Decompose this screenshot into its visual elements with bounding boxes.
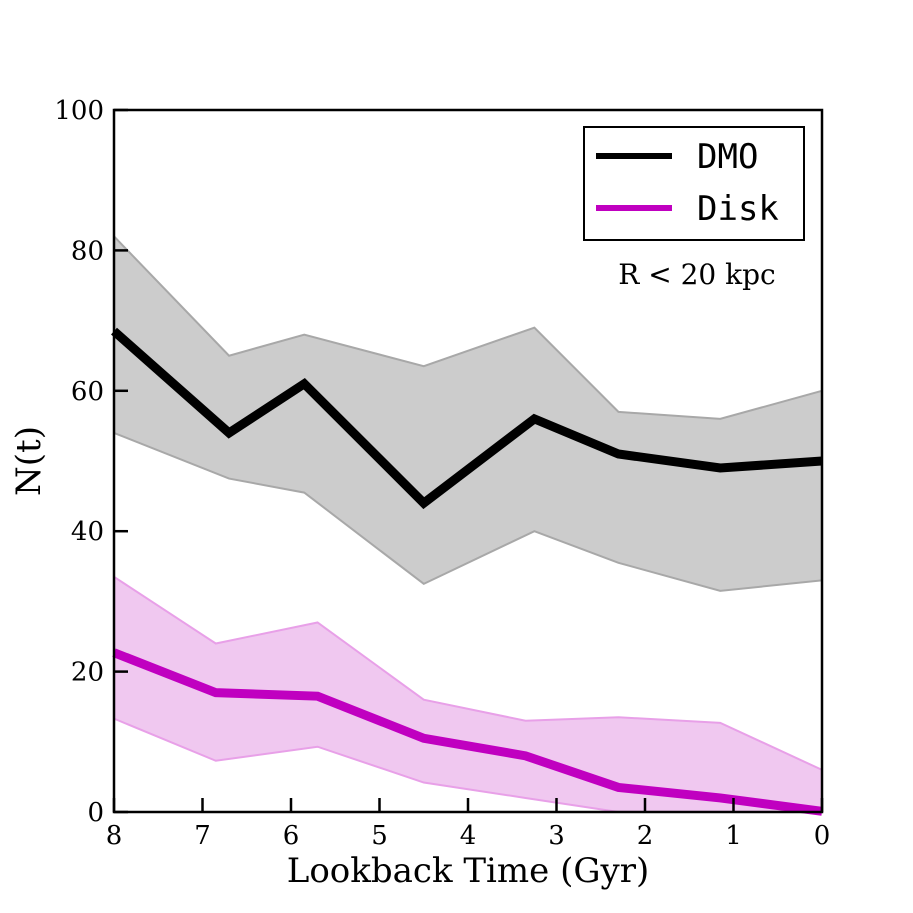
y-tick-label: 40 <box>71 517 104 547</box>
y-tick-label: 100 <box>54 96 104 126</box>
y-axis-ticks: 0 20 40 60 80 100 <box>54 96 128 828</box>
x-tick-label: 2 <box>637 821 654 851</box>
confidence-bands <box>113 233 823 813</box>
series-lines <box>111 327 823 816</box>
y-tick-label: 0 <box>87 798 104 828</box>
x-tick-label: 7 <box>194 821 211 851</box>
x-tick-label: 5 <box>371 821 388 851</box>
legend-label-dmo: DMO <box>697 137 758 177</box>
legend: DMO Disk <box>583 126 805 241</box>
x-tick-label: 6 <box>283 821 300 851</box>
x-tick-label: 4 <box>460 821 477 851</box>
x-axis-ticks: 8 7 6 5 4 3 2 1 0 <box>106 798 831 851</box>
x-tick-label: 0 <box>814 821 831 851</box>
radius-annotation: R < 20 kpc <box>618 258 775 291</box>
x-tick-label: 8 <box>106 821 123 851</box>
line-disk <box>112 648 823 816</box>
x-tick-label: 1 <box>725 821 742 851</box>
x-tick-label: 3 <box>548 821 565 851</box>
legend-label-disk: Disk <box>697 189 779 229</box>
line-dmo <box>111 327 823 510</box>
y-tick-label: 60 <box>71 377 104 407</box>
y-axis-label: N(t) <box>9 426 49 496</box>
y-tick-label: 80 <box>71 236 104 266</box>
legend-box <box>583 126 805 241</box>
y-tick-label: 20 <box>71 658 104 688</box>
x-axis-label: Lookback Time (Gyr) <box>287 851 649 891</box>
